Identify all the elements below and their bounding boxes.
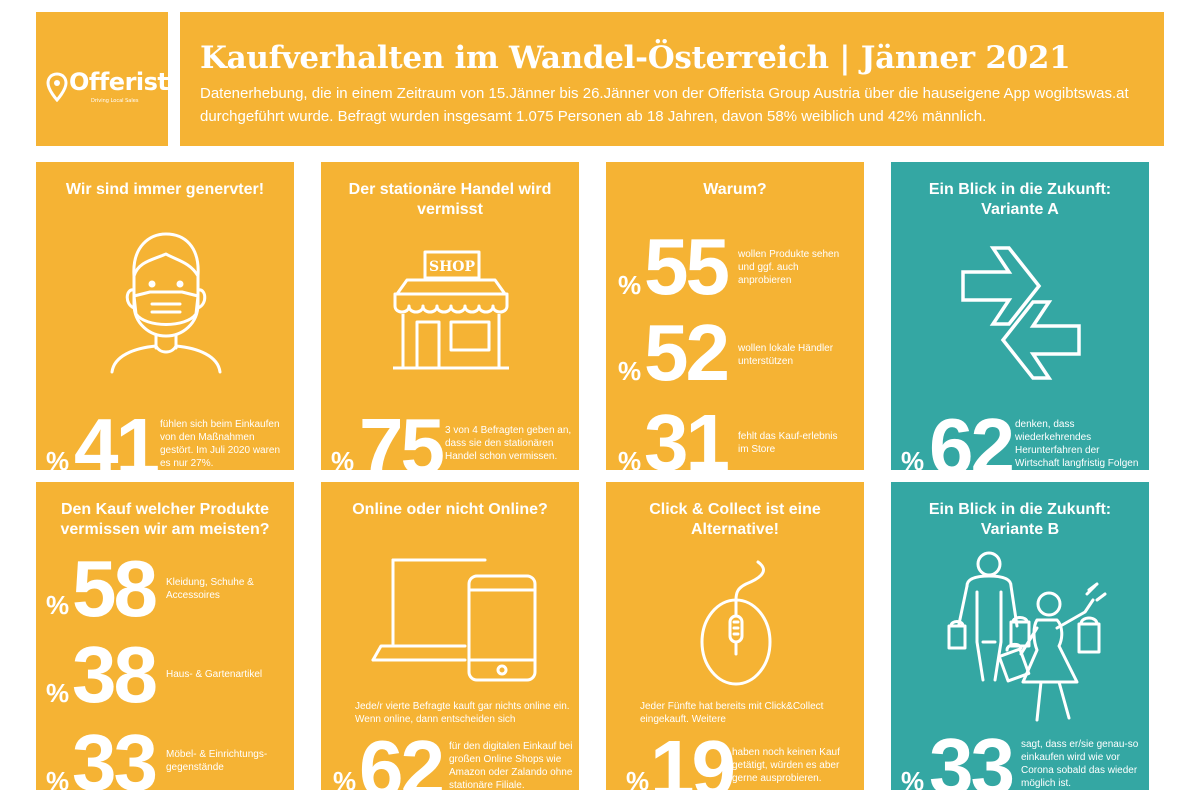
logo-box: Offerista Driving Local Sales <box>36 12 185 146</box>
mouse-icon <box>698 558 774 686</box>
stat-value: 31 <box>644 398 730 471</box>
percent-sign: % <box>901 446 925 470</box>
stat-value: 38 <box>72 630 158 719</box>
masked-face-icon <box>104 224 226 374</box>
card-annoyed: Wir sind immer genervter! % 41 fühlen si… <box>36 162 294 470</box>
stat-value: 62 <box>929 402 1015 471</box>
card-title: Wir sind immer genervter! <box>65 181 265 198</box>
stat-value: 41 <box>74 402 160 471</box>
intro-text: Jede/r vierte Befragte kauft gar nichts … <box>355 701 570 725</box>
percent-sign: % <box>618 270 642 300</box>
location-pin-icon <box>46 72 68 102</box>
percent-sign: % <box>46 446 70 470</box>
percent-sign: % <box>46 766 70 790</box>
stat-value: 62 <box>359 724 445 791</box>
card-title: Warum? <box>703 181 767 198</box>
percent-sign: % <box>333 766 357 790</box>
card-why: Warum? % 55 wollen Produkte sehen und gg… <box>606 162 864 470</box>
percent-sign: % <box>46 590 70 620</box>
stat-value: 33 <box>929 722 1015 791</box>
stat-text: für den digitalen Einkauf bei großen Onl… <box>449 741 573 790</box>
percent-sign: % <box>331 446 355 470</box>
stat-text: wollen Produkte sehen und ggf. auch anpr… <box>738 249 840 286</box>
stat-text: denken, dass wiederkehrendes Herunterfah… <box>1015 419 1139 469</box>
laptop-phone-icon <box>371 554 541 682</box>
card-online: Online oder nicht Online? Jede/r vierte … <box>321 482 579 790</box>
card-title: Click & Collect ist eine Alternative! <box>649 501 821 538</box>
header: Kaufverhalten im Wandel-Österreich | Jän… <box>180 12 1164 146</box>
stat-value: 33 <box>72 718 158 791</box>
stat-text: sagt, dass er/sie genau-so einkaufen wir… <box>1021 739 1139 789</box>
shop-icon: SHOP <box>389 246 513 372</box>
card-title: Ein Blick in die Zukunft: Variante B <box>928 501 1112 538</box>
card-click-collect: Click & Collect ist eine Alternative! Je… <box>606 482 864 790</box>
stat-value: 58 <box>72 544 158 633</box>
card-title: Ein Blick in die Zukunft: Variante A <box>928 181 1112 218</box>
card-title: Online oder nicht Online? <box>352 501 548 518</box>
card-future-b: Ein Blick in die Zukunft: Variante B <box>891 482 1149 790</box>
page-title: Kaufverhalten im Wandel-Österreich | Jän… <box>200 40 1071 76</box>
card-title: Den Kauf welcher Produkte vermissen wir … <box>60 501 270 538</box>
exchange-arrows-icon <box>959 242 1083 384</box>
percent-sign: % <box>46 678 70 708</box>
percent-sign: % <box>618 356 642 386</box>
stat-text: wollen lokale Händler unterstützen <box>738 343 834 367</box>
stat-value: 75 <box>359 402 445 471</box>
stat-text: 3 von 4 Befragten geben an, dass sie den… <box>445 425 572 462</box>
stat-value: 55 <box>644 222 730 311</box>
stat-text: haben noch keinen Kauf getätigt, würden … <box>732 747 840 784</box>
intro-text: Jeder Fünfte hat bereits mit Click&Colle… <box>640 701 824 725</box>
percent-sign: % <box>618 446 642 470</box>
stat-text: fühlen sich beim Einkaufen von den Maßna… <box>160 419 281 469</box>
stat-value: 19 <box>650 724 736 791</box>
stat-text: fehlt das Kauf-erlebnis im Store <box>738 431 838 455</box>
percent-sign: % <box>626 766 650 790</box>
card-retail-missed: Der stationäre Handel wird vermisst SHOP… <box>321 162 579 470</box>
page-description: Datenerhebung, die in einem Zeitraum von… <box>200 85 1129 125</box>
shoppers-icon <box>937 550 1113 730</box>
stat-value: 52 <box>644 308 730 397</box>
stat-text: Kleidung, Schuhe & Accessoires <box>166 577 254 601</box>
card-missed-products: Den Kauf welcher Produkte vermissen wir … <box>36 482 294 790</box>
card-title: Der stationäre Handel wird vermisst <box>348 181 552 218</box>
card-future-a: Ein Blick in die Zukunft: Variante A % 6… <box>891 162 1149 470</box>
shop-sign-label: SHOP <box>429 259 476 275</box>
brand-tagline: Driving Local Sales <box>91 98 139 104</box>
percent-sign: % <box>901 766 925 790</box>
stat-text: Möbel- & Einrichtungs-gegenstände <box>166 749 268 773</box>
brand-logo: Offerista <box>69 68 185 96</box>
stat-text: Haus- & Gartenartikel <box>166 669 263 680</box>
